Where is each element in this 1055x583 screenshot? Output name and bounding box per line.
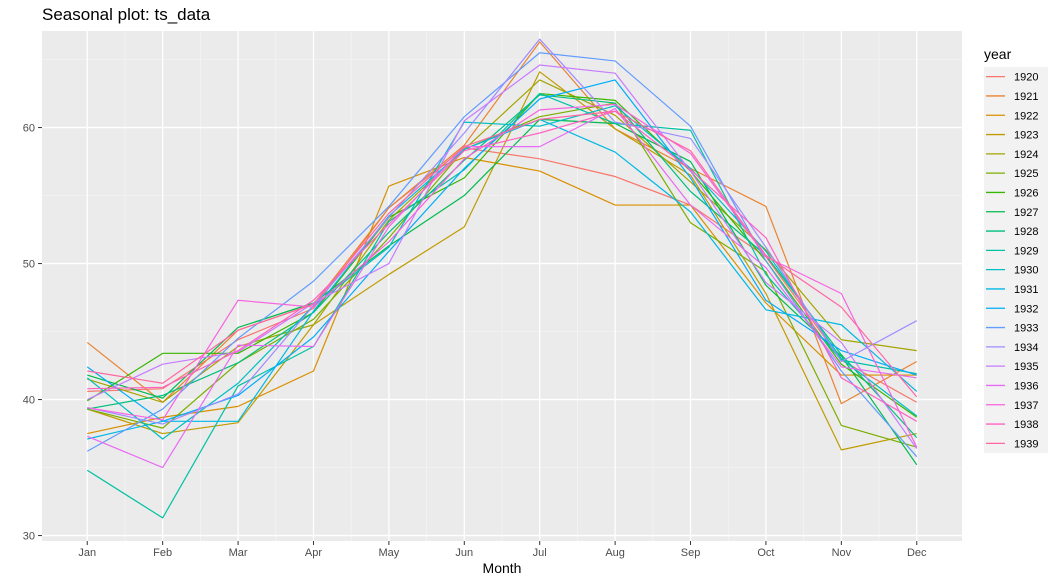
x-tick-label: Mar	[229, 547, 248, 559]
legend-background	[984, 67, 1048, 453]
x-tick-label: Feb	[153, 547, 172, 559]
y-tick-label: 60	[23, 123, 35, 135]
legend-label-1921: 1921	[1014, 91, 1038, 103]
x-tick-label: May	[378, 547, 399, 559]
series-line-1930	[86, 105, 918, 440]
y-tick-label: 40	[23, 395, 35, 407]
x-tick-label: Jun	[455, 547, 473, 559]
series-line-1934	[87, 38, 918, 425]
x-tick-label: Oct	[757, 547, 774, 559]
legend: 1920 1921 1922 1923 1924 1925 1926 1927 1928 1929…	[984, 67, 1048, 453]
series-line-1920	[87, 147, 918, 403]
series-line-1939	[87, 110, 918, 398]
series-line-1938	[87, 110, 918, 422]
legend-label-1922: 1922	[1014, 110, 1038, 122]
x-tick-label: Sep	[681, 547, 701, 559]
series-line-1936	[87, 107, 917, 469]
legend-label-1936: 1936	[1014, 380, 1038, 392]
series-line-1935	[86, 64, 918, 449]
x-axis-title: Month	[483, 560, 522, 576]
x-tick-label: Dec	[907, 547, 927, 559]
legend-label-1933: 1933	[1014, 323, 1038, 335]
legend-label-1925: 1925	[1014, 168, 1038, 180]
series-line-1923	[87, 71, 917, 451]
x-tick-label: Aug	[605, 547, 625, 559]
legend-label-1923: 1923	[1014, 130, 1038, 142]
series-lines	[86, 38, 918, 519]
legend-label-1934: 1934	[1014, 342, 1038, 354]
x-axis: Jan Feb Mar Apr May Jun Jul Aug Sep Oct Nov Dec	[78, 541, 927, 559]
major-gridlines	[42, 31, 962, 541]
series-line-1937	[87, 103, 918, 448]
minor-gridlines	[42, 31, 962, 541]
legend-label-1938: 1938	[1014, 419, 1038, 431]
legend-label-1929: 1929	[1014, 245, 1038, 257]
x-tick-label: Apr	[305, 547, 322, 559]
legend-label-1928: 1928	[1014, 226, 1038, 238]
series-line-1928	[87, 94, 918, 439]
legend-title: year	[984, 46, 1012, 62]
legend-label-1930: 1930	[1014, 265, 1038, 277]
legend-label-1927: 1927	[1014, 207, 1038, 219]
series-line-1929	[86, 92, 917, 519]
series-line-1924	[87, 79, 917, 403]
legend-label-1932: 1932	[1014, 303, 1038, 315]
x-tick-label: Nov	[832, 547, 852, 559]
legend-label-1924: 1924	[1014, 149, 1038, 161]
series-line-1926	[86, 92, 918, 418]
x-tick-label: Jan	[78, 547, 96, 559]
y-tick-label: 50	[23, 259, 35, 271]
y-tick-label: 30	[23, 531, 35, 543]
series-line-1933	[86, 52, 918, 458]
legend-label-1935: 1935	[1014, 361, 1038, 373]
legend-label-1931: 1931	[1014, 284, 1038, 296]
x-tick-label: Jul	[533, 547, 547, 559]
legend-label-1939: 1939	[1014, 438, 1038, 450]
legend-label-1926: 1926	[1014, 187, 1038, 199]
legend-label-1920: 1920	[1014, 72, 1038, 84]
y-axis: 30 40 50 60	[23, 123, 42, 543]
chart-title: Seasonal plot: ts_data	[42, 5, 211, 24]
legend-label-1937: 1937	[1014, 400, 1038, 412]
